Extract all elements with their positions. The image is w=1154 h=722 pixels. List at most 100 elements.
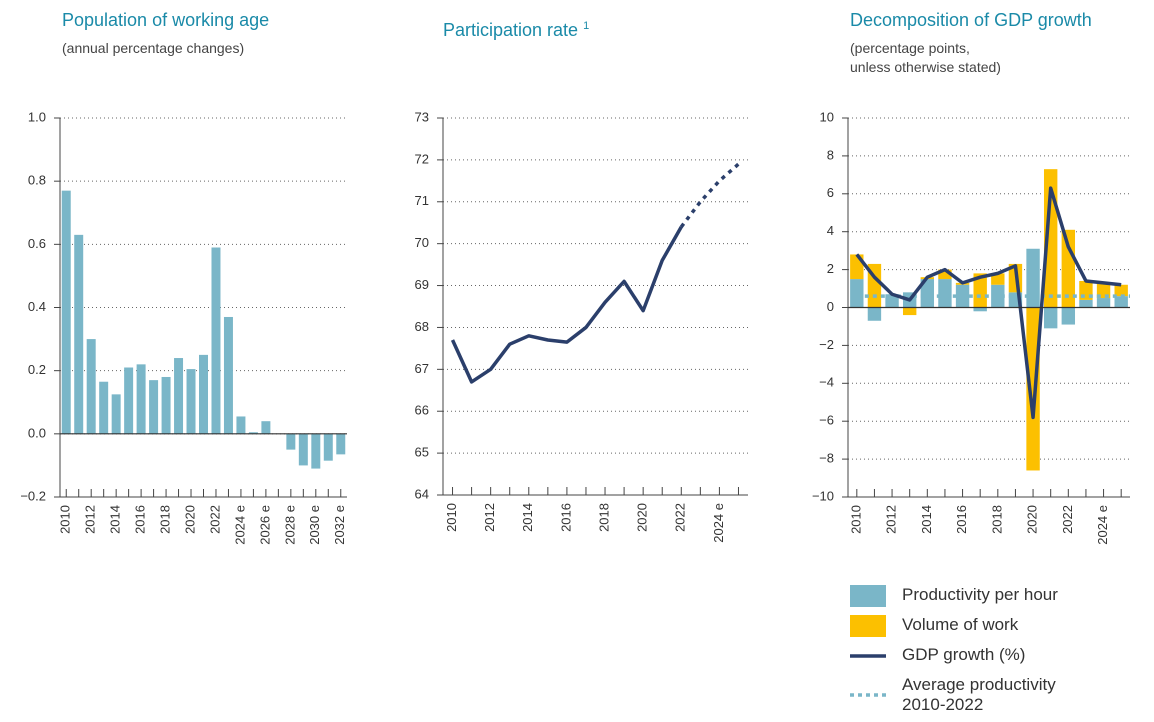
y-tick-label: 0.6 bbox=[28, 236, 46, 251]
bar-segment bbox=[867, 307, 882, 321]
bar bbox=[261, 421, 271, 434]
bar bbox=[199, 354, 208, 434]
bar-segment bbox=[885, 294, 899, 308]
x-tick-label: 2016 bbox=[133, 505, 148, 534]
chart-title: Population of working age bbox=[62, 10, 270, 30]
x-tick-label: 2018 bbox=[989, 505, 1004, 534]
bar-segment bbox=[1061, 229, 1076, 308]
y-tick-label: 0.4 bbox=[28, 299, 46, 314]
bar bbox=[174, 358, 184, 434]
x-tick-label: 2012 bbox=[884, 505, 899, 534]
legend-label: Productivity per hour bbox=[902, 585, 1058, 604]
bar bbox=[161, 376, 171, 434]
chart-subtitle: (percentage points, bbox=[850, 40, 970, 56]
legend-swatch bbox=[850, 615, 886, 637]
bar-segment bbox=[1026, 307, 1040, 471]
y-tick-label: −0.2 bbox=[20, 488, 46, 503]
y-tick-label: 67 bbox=[415, 361, 429, 376]
x-tick-label: 2022 bbox=[1060, 505, 1075, 534]
x-tick-label: 2018 bbox=[596, 503, 611, 532]
y-tick-label: 70 bbox=[415, 235, 429, 250]
bar bbox=[236, 416, 246, 434]
chart-title: Participation rate bbox=[443, 20, 579, 40]
bar-segment bbox=[938, 279, 952, 308]
line-series bbox=[679, 162, 740, 228]
y-tick-label: 10 bbox=[820, 109, 834, 124]
chart-title-wrap: Participation rate 1 bbox=[443, 20, 589, 41]
bar bbox=[336, 433, 346, 455]
x-tick-label: 2014 bbox=[108, 505, 123, 534]
x-tick-label: 2010 bbox=[444, 503, 459, 532]
y-tick-label: 71 bbox=[415, 193, 429, 208]
line-series bbox=[450, 226, 683, 384]
bar bbox=[86, 339, 96, 434]
x-tick-label: 2030 e bbox=[307, 505, 322, 545]
bar-segment bbox=[973, 273, 987, 308]
bar-segment bbox=[1043, 307, 1058, 329]
y-tick-label: −6 bbox=[819, 413, 834, 428]
bar bbox=[124, 367, 134, 434]
bar-segment bbox=[1061, 307, 1076, 325]
y-tick-label: 69 bbox=[415, 277, 429, 292]
legend-swatch-box bbox=[850, 585, 886, 607]
bar bbox=[223, 316, 233, 434]
x-tick-label: 2012 bbox=[482, 503, 497, 532]
bar bbox=[186, 369, 196, 434]
bar-segment bbox=[1026, 248, 1040, 308]
y-tick-label: −8 bbox=[819, 451, 834, 466]
x-tick-label: 2024 e bbox=[232, 505, 247, 545]
x-tick-label: 2022 bbox=[207, 505, 222, 534]
bar-segment bbox=[1096, 298, 1111, 308]
x-tick-label: 2020 bbox=[182, 505, 197, 534]
x-tick-label: 2016 bbox=[954, 505, 969, 534]
x-tick-label: 2024 e bbox=[711, 503, 726, 543]
y-tick-label: 0 bbox=[827, 299, 834, 314]
y-tick-label: 1.0 bbox=[28, 109, 46, 124]
y-tick-label: 68 bbox=[415, 319, 429, 334]
y-tick-label: 0.0 bbox=[28, 425, 46, 440]
y-tick-label: 4 bbox=[827, 223, 834, 238]
x-tick-label: 2020 bbox=[635, 503, 650, 532]
y-tick-label: −2 bbox=[819, 337, 834, 352]
bar bbox=[149, 380, 159, 434]
bar-segment bbox=[850, 279, 864, 308]
bar-segment bbox=[973, 307, 987, 312]
x-tick-label: 2026 e bbox=[257, 505, 272, 545]
bar bbox=[74, 234, 84, 434]
x-tick-label: 2028 e bbox=[282, 505, 297, 545]
footnote-mark: 1 bbox=[583, 20, 590, 32]
y-tick-label: 64 bbox=[415, 486, 429, 501]
legend-swatch bbox=[850, 693, 886, 697]
legend-swatch-box bbox=[850, 615, 886, 637]
bar-segment bbox=[1114, 284, 1128, 297]
bar-segment bbox=[1079, 299, 1093, 308]
chart-subtitle: (annual percentage changes) bbox=[62, 40, 245, 56]
bar bbox=[298, 433, 308, 466]
y-tick-label: −10 bbox=[812, 488, 834, 503]
y-tick-label: 65 bbox=[415, 445, 429, 460]
legend-label: Average productivity 2010-2022 bbox=[902, 675, 1056, 714]
bar-segment bbox=[991, 284, 1005, 308]
bar-segment bbox=[920, 279, 935, 308]
bar-segment bbox=[991, 273, 1005, 285]
bar-segment bbox=[938, 269, 952, 280]
bar-segment bbox=[1096, 282, 1111, 299]
legend-label: Volume of work bbox=[902, 615, 1019, 634]
x-tick-label: 2022 bbox=[673, 503, 688, 532]
x-tick-label: 2010 bbox=[848, 505, 863, 534]
bar bbox=[61, 190, 71, 434]
x-tick-label: 2010 bbox=[58, 505, 73, 534]
bar-segment bbox=[902, 307, 917, 316]
bar bbox=[136, 364, 146, 434]
x-tick-label: 2014 bbox=[520, 503, 535, 532]
x-tick-label: 2014 bbox=[919, 505, 934, 534]
y-tick-label: 2 bbox=[827, 261, 834, 276]
legend-label: GDP growth (%) bbox=[902, 645, 1026, 664]
y-tick-label: 0.8 bbox=[28, 173, 46, 188]
bar bbox=[311, 433, 321, 469]
bar bbox=[248, 432, 258, 434]
line-series bbox=[855, 186, 1122, 420]
y-tick-label: 6 bbox=[827, 185, 834, 200]
bar bbox=[111, 394, 121, 434]
